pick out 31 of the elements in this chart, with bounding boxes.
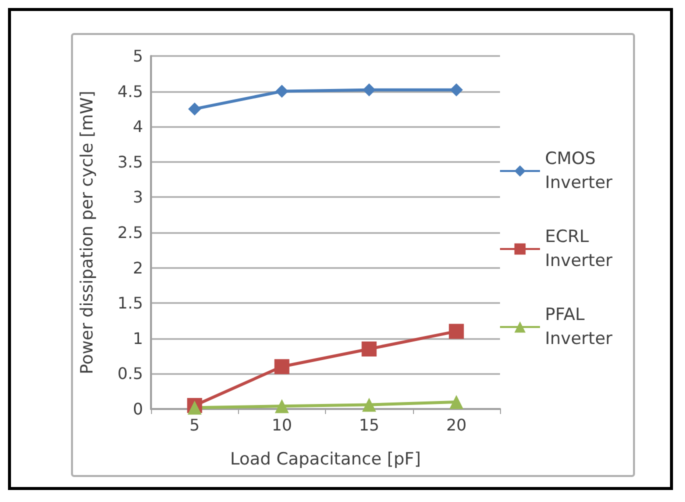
y-axis-title: Power dissipation per cycle [mW] [78,90,98,374]
legend-label: PFAL Inverter [545,305,612,349]
x-tick-label: 5 [190,416,200,434]
y-tick-label: 0 [132,400,143,418]
point [362,398,376,412]
y-tick-label: 4.5 [118,82,143,101]
point [448,324,464,339]
y-tick-label: 3 [132,188,143,207]
point [450,83,463,96]
point [188,400,202,415]
y-tick-label: 5 [132,46,143,66]
point [188,102,202,116]
legend-label: ECRL Inverter [545,227,612,271]
point [362,83,376,96]
point [274,359,290,374]
y-tick-label: 0.5 [118,364,143,384]
y-tick-label: 4 [132,117,143,136]
x-tick-label: 10 [272,416,292,434]
y-tick-label: 3.5 [118,152,143,172]
point [449,394,464,409]
y-tick-label: 2.5 [118,223,143,242]
x-axis-title: Load Capacitance [pF] [230,450,421,470]
y-tick-label: 2 [132,258,143,278]
legend-label: CMOS Inverter [545,149,612,193]
point [274,399,289,414]
x-tick-label: 15 [358,416,380,434]
point [362,341,377,356]
y-tick-label: 1.5 [118,294,143,313]
x-tick-label: 20 [446,416,467,434]
point [275,84,288,98]
y-tick-label: 1 [132,328,143,348]
